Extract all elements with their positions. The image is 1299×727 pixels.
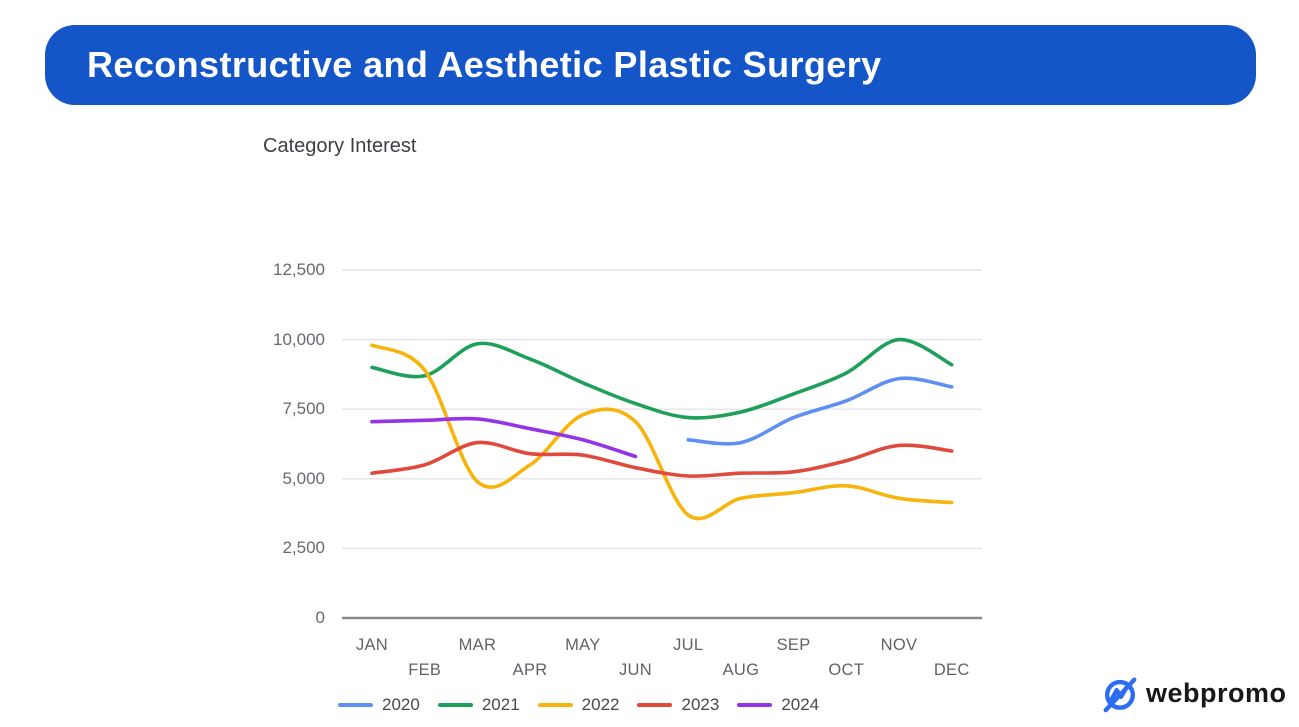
title-banner: Reconstructive and Aesthetic Plastic Sur… <box>45 25 1256 105</box>
line-chart-plot <box>342 269 982 620</box>
y-tick-label: 7,500 <box>282 399 325 419</box>
y-tick-label: 10,000 <box>273 329 325 349</box>
legend-swatch-2020 <box>338 702 373 708</box>
series-line-2024 <box>370 416 638 459</box>
webpromo-logo: webpromo <box>1101 671 1287 715</box>
webpromo-logo-text: webpromo <box>1146 677 1287 708</box>
legend-label-2022: 2022 <box>581 695 620 714</box>
legend-item-2023: 2023 <box>637 695 719 715</box>
series-line-2023 <box>370 440 954 478</box>
x-tick-label-mar: MAR <box>458 636 497 654</box>
legend-swatch-2022 <box>537 702 573 708</box>
x-tick-label-dec: DEC <box>933 661 970 679</box>
legend-swatch-2023 <box>637 702 673 708</box>
slide-title: Reconstructive and Aesthetic Plastic Sur… <box>87 44 882 85</box>
legend-swatch-2021 <box>437 702 473 708</box>
legend-swatch-2024 <box>737 702 773 708</box>
chart-legend: 2020 2021 2022 2023 2024 <box>338 695 819 715</box>
y-tick-label: 2,500 <box>282 538 325 558</box>
chart-title: Category Interest <box>263 135 417 157</box>
y-tick-label: 0 <box>315 608 325 627</box>
webpromo-logo-icon <box>1103 677 1137 713</box>
x-tick-label-jul: JUL <box>673 636 704 654</box>
x-tick-label-oct: OCT <box>828 661 865 679</box>
legend-item-2021: 2021 <box>437 695 520 715</box>
y-tick-label: 5,000 <box>282 468 325 488</box>
legend-item-2022: 2022 <box>537 695 620 715</box>
legend-label-2023: 2023 <box>681 695 720 714</box>
legend-item-2020: 2020 <box>338 695 420 715</box>
legend-label-2021: 2021 <box>481 695 520 714</box>
legend-label-2020: 2020 <box>382 695 420 714</box>
x-tick-label-apr: APR <box>512 661 548 679</box>
x-tick-label-may: MAY <box>565 636 601 654</box>
y-tick-label: 12,500 <box>273 260 325 279</box>
series-line-2020 <box>686 376 954 446</box>
series-line-2021 <box>370 337 954 420</box>
series-line-2022 <box>370 343 954 521</box>
x-tick-label-jan: JAN <box>355 636 389 654</box>
x-tick-label-feb: FEB <box>408 661 442 679</box>
legend-label-2024: 2024 <box>781 695 820 714</box>
x-tick-label-aug: AUG <box>722 661 760 679</box>
legend-item-2024: 2024 <box>737 695 819 715</box>
x-tick-label-jun: JUN <box>619 661 652 679</box>
x-tick-label-nov: NOV <box>880 636 918 654</box>
x-tick-label-sep: SEP <box>776 636 811 654</box>
